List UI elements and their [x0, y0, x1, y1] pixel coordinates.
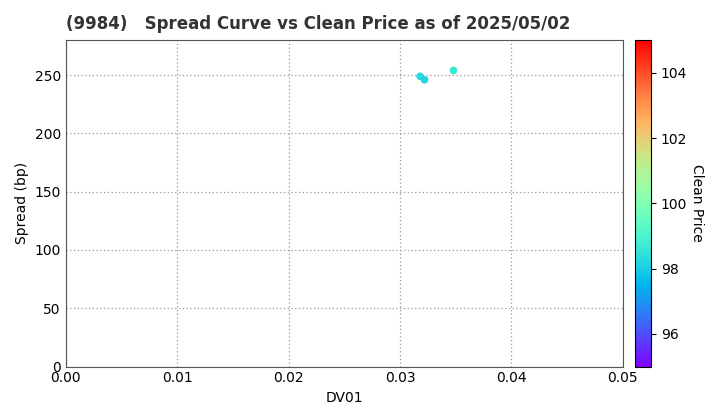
Text: (9984)   Spread Curve vs Clean Price as of 2025/05/02: (9984) Spread Curve vs Clean Price as of… — [66, 15, 570, 33]
Y-axis label: Spread (bp): Spread (bp) — [15, 162, 29, 244]
Point — [414, 73, 426, 80]
Point — [419, 76, 431, 83]
Y-axis label: Clean Price: Clean Price — [690, 165, 703, 242]
Point — [448, 67, 459, 74]
X-axis label: DV01: DV01 — [325, 391, 363, 405]
